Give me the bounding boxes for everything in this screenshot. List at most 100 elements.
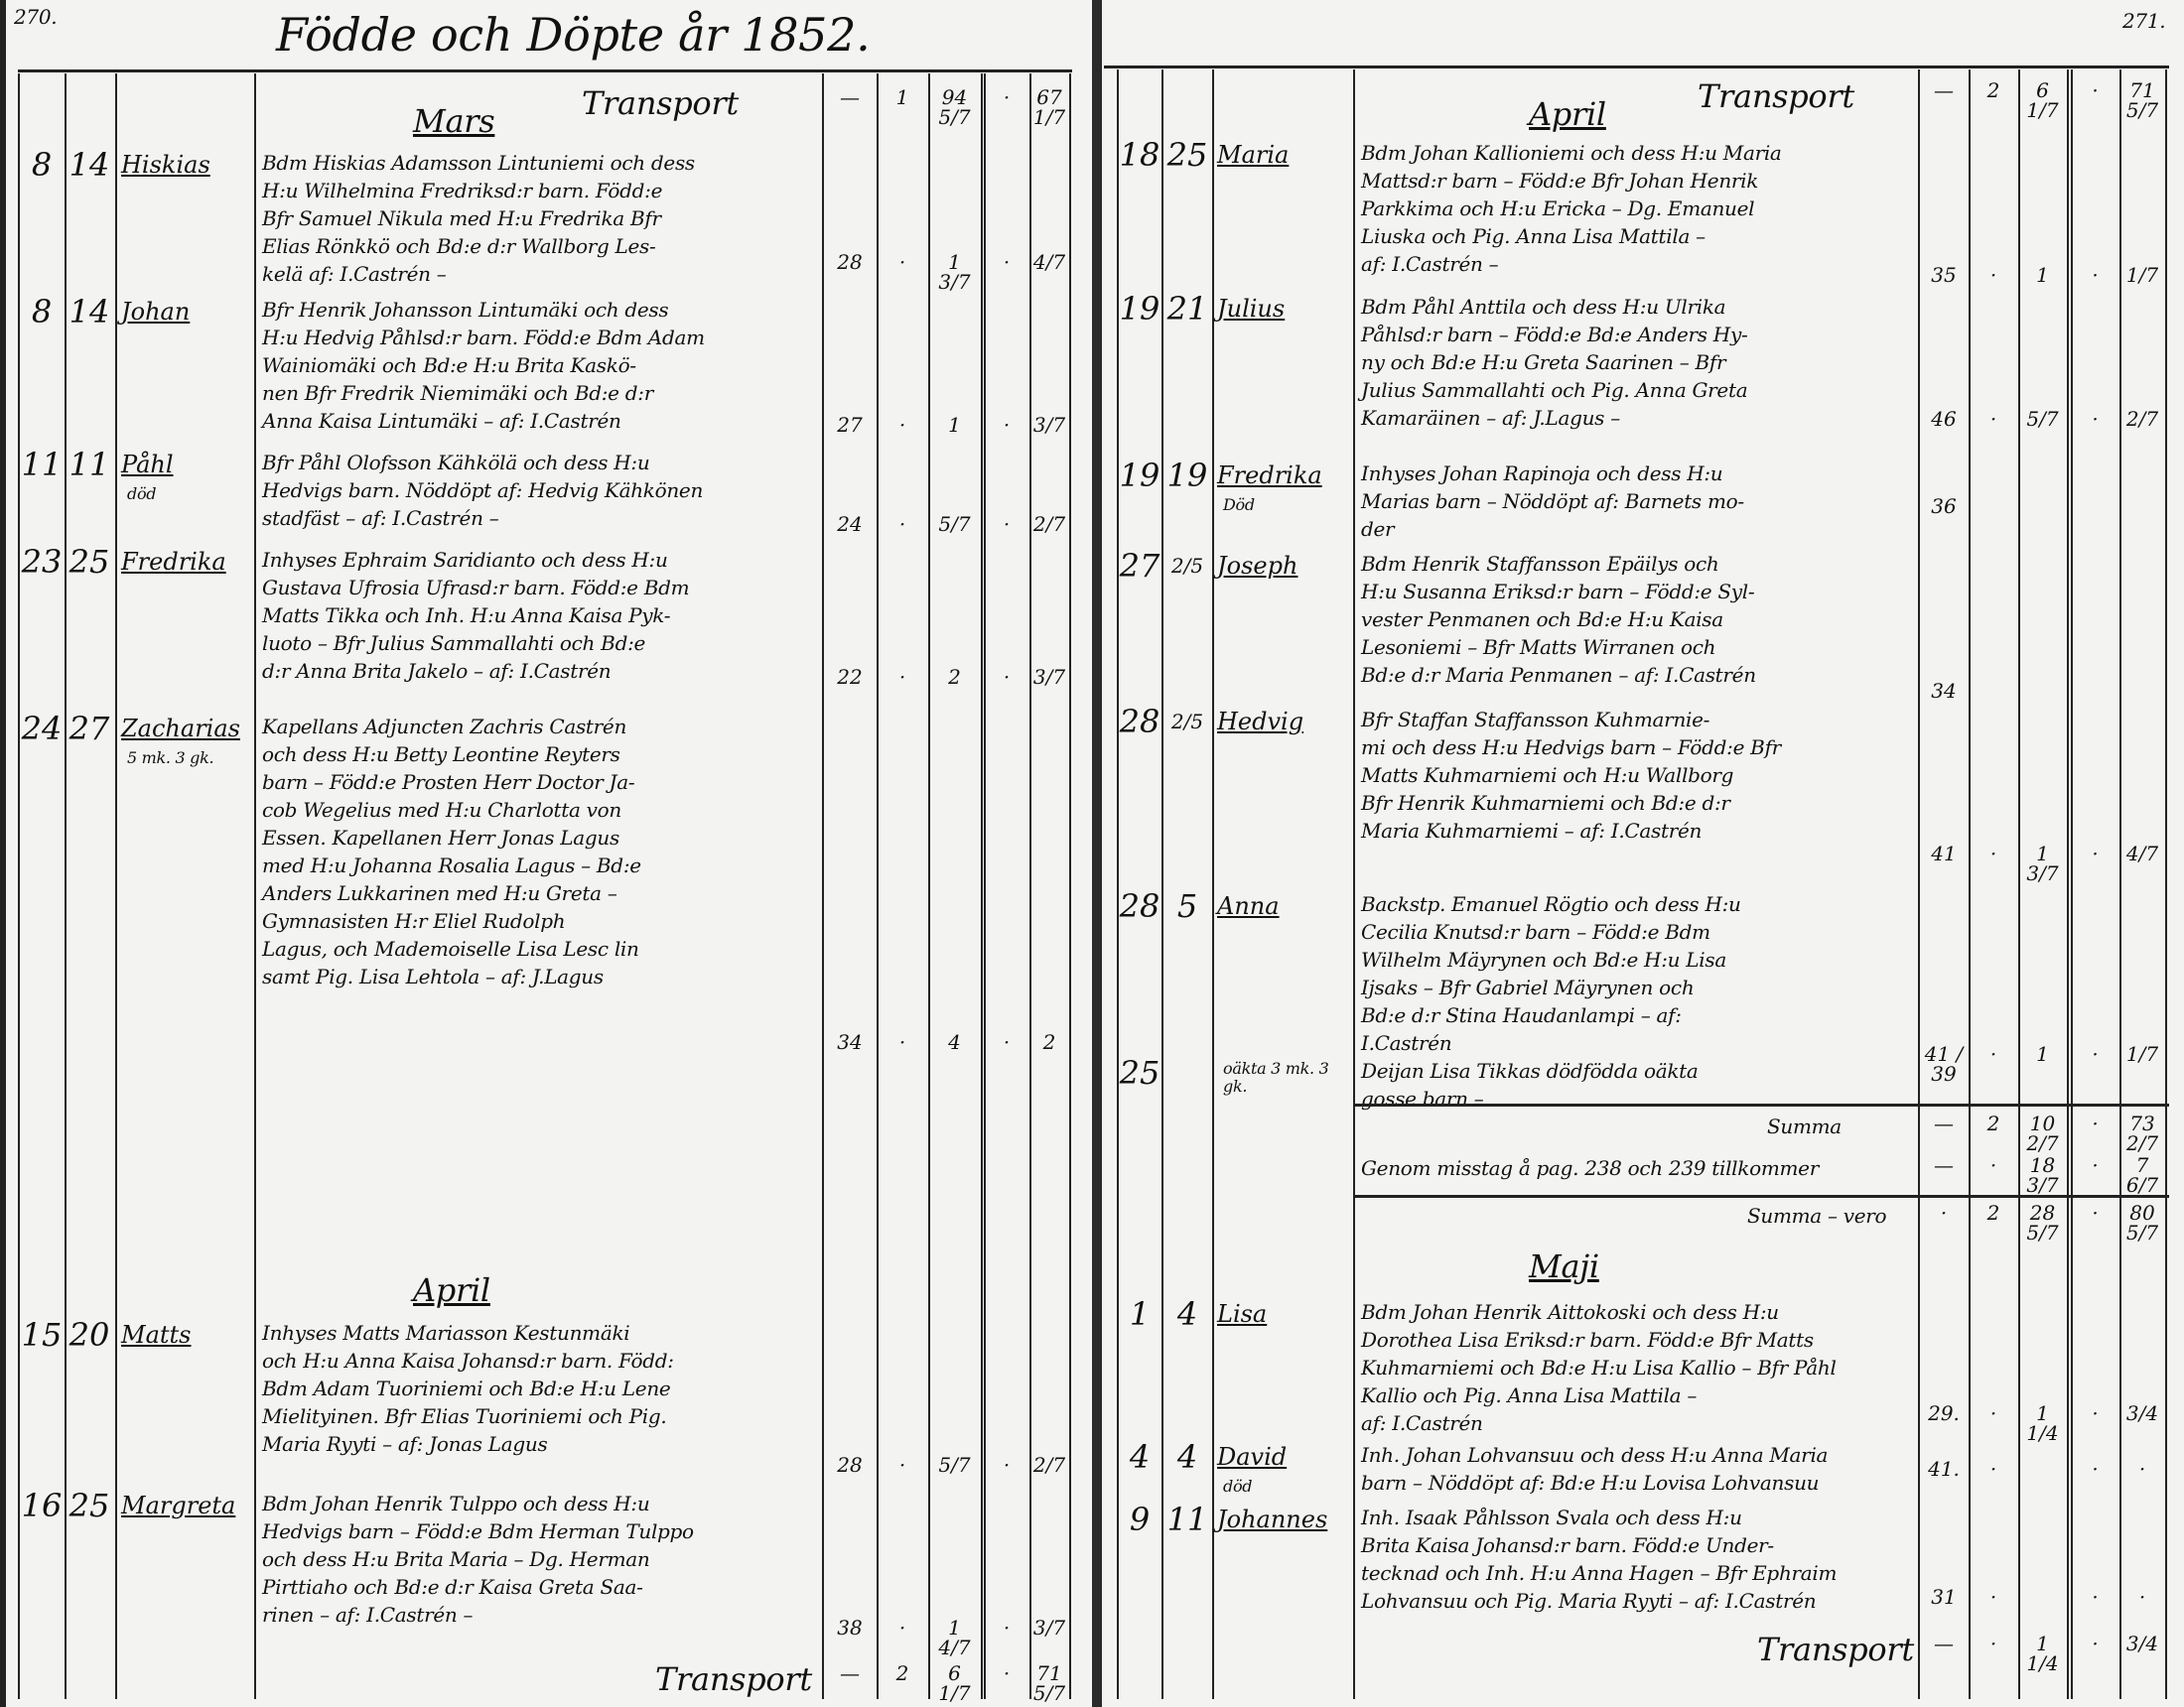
entry-number-col-4: · — [2092, 1401, 2099, 1425]
entry-text-line: Wilhelm Mäyrynen och Bd:e H:u Lisa — [1361, 948, 1726, 972]
entry-number-col-2: · — [1989, 1042, 1997, 1066]
entry-text-line: barn – Född:e Prosten Herr Doctor Ja- — [262, 770, 635, 794]
entry-number-col-4: · — [1003, 1616, 1011, 1640]
entry-baptism-day: 14 — [68, 146, 110, 184]
transport-footer-col-3: 1 1/4 — [2026, 1632, 2059, 1675]
entry-text-line: Brita Kaisa Johansd:r barn. Född:e Under… — [1361, 1533, 1774, 1557]
entry-number-col-5: 3/7 — [1032, 413, 1066, 437]
transport-col-1: — — [840, 85, 860, 109]
entry-number-col-4: · — [1003, 665, 1011, 689]
entry-number-col-2: · — [1989, 263, 1997, 287]
transport-col-4: · — [1003, 85, 1011, 109]
entry-text-line: barn – Nöddöpt af: Bd:e H:u Lovisa Lohva… — [1361, 1471, 1820, 1495]
entry-text-line: Bfr Staffan Staffansson Kuhmarnie- — [1361, 708, 1710, 731]
entry-number-col-5: 3/7 — [1032, 665, 1066, 689]
totals-col-2: · — [1989, 1153, 1997, 1177]
entry-child-name: Påhl — [121, 451, 174, 478]
entry-birth-day: 24 — [21, 710, 63, 747]
entry-number-col-2: · — [898, 1453, 906, 1477]
entry-number-col-2: · — [1989, 842, 1997, 865]
entry-text-line: Liuska och Pig. Anna Lisa Mattila – — [1361, 224, 1706, 248]
transport-footer-col-3: 6 1/7 — [938, 1661, 971, 1705]
entry-child-name: Matts — [121, 1321, 192, 1349]
entry-text-line: Maria Ryyti – af: Jonas Lagus — [262, 1432, 548, 1456]
totals-label: Summa — [1767, 1115, 1842, 1138]
entry-text-line: Essen. Kapellanen Herr Jonas Lagus — [262, 826, 619, 850]
entry-number-col-3: 1 — [948, 413, 961, 437]
entry-number-col-1: 29. — [1928, 1401, 1960, 1425]
entry-text-line: Elias Rönkkö och Bd:e d:r Wallborg Les- — [262, 234, 656, 258]
entry-margin-note: död — [127, 484, 157, 503]
entry-number-col-2: · — [1989, 1585, 1997, 1609]
entry-number-col-4: · — [1003, 250, 1011, 274]
column-rule — [254, 73, 256, 1699]
entry-number-col-2: · — [898, 512, 906, 536]
column-rule — [822, 73, 824, 1699]
month-heading: Mars — [413, 102, 495, 140]
right-page — [1100, 0, 2184, 1707]
entry-number-col-2: · — [898, 413, 906, 437]
transport-col-5: 71 5/7 — [2125, 78, 2159, 122]
transport-footer-col-5: 3/4 — [2125, 1632, 2159, 1655]
entry-text-line: ny och Bd:e H:u Greta Saarinen – Bfr — [1361, 350, 1726, 374]
entry-text-line: Dorothea Lisa Eriksd:r barn. Född:e Bfr … — [1361, 1328, 1814, 1352]
entry-text-line: Cecilia Knutsd:r barn – Född:e Bdm — [1361, 920, 1710, 944]
column-rule — [1212, 69, 1214, 1699]
entry-number-col-1: 46 — [1931, 407, 1957, 431]
entry-text-line: der — [1361, 517, 1395, 541]
entry-birth-day: 23 — [21, 543, 63, 581]
page-spine — [1092, 0, 1102, 1707]
entry-child-name: Lisa — [1217, 1300, 1268, 1328]
entry-number-col-4: · — [2092, 1457, 2099, 1481]
entry-number-col-1: 28 — [837, 1453, 863, 1477]
entry-text-line: Bdm Adam Tuoriniemi och Bd:e H:u Lene — [262, 1377, 671, 1400]
entry-number-col-2: · — [1989, 1401, 1997, 1425]
entry-child-name: Zacharias — [121, 715, 240, 742]
entry-number-col-3: 1 1/4 — [2026, 1401, 2059, 1445]
column-rule — [877, 73, 879, 1699]
entry-number-col-1: 27 — [837, 413, 863, 437]
entry-number-col-3: 5/7 — [938, 512, 971, 536]
entry-number-col-4: · — [1003, 1453, 1011, 1477]
totals-col-1: — — [1934, 1153, 1954, 1177]
entry-text-line: tecknad och Inh. H:u Anna Hagen – Bfr Ep… — [1361, 1561, 1838, 1585]
entry-birth-day: 15 — [21, 1316, 63, 1354]
transport-col-2: 1 — [895, 85, 909, 109]
entry-text-line: cob Wegelius med H:u Charlotta von — [262, 798, 621, 822]
entry-text-line: kelä af: I.Castrén – — [262, 262, 447, 286]
entry-text-line: Bfr Henrik Johansson Lintumäki och dess — [262, 298, 669, 322]
column-rule — [1117, 69, 1119, 1699]
totals-col-2: 2 — [1986, 1201, 2000, 1225]
entry-baptism-day: 25 — [68, 1487, 110, 1524]
entry-text-line: Kamaräinen – af: J.Lagus – — [1361, 406, 1620, 430]
entry-text-line: Bdm Henrik Staffansson Epäilys och — [1361, 552, 1719, 576]
entry-birth-day: 27 — [1119, 547, 1160, 585]
entry-text-line: H:u Hedvig Påhlsd:r barn. Född:e Bdm Ada… — [262, 326, 705, 349]
transport-label: Transport — [582, 84, 739, 122]
entry-child-name: Fredrika — [121, 548, 226, 576]
entry-text-line: Matts Tikka och Inh. H:u Anna Kaisa Pyk- — [262, 603, 671, 627]
entry-number-col-5: 4/7 — [2125, 842, 2159, 865]
entry-text-line: Kallio och Pig. Anna Lisa Mattila – — [1361, 1383, 1698, 1407]
totals-col-4: · — [2092, 1153, 2099, 1177]
transport-col-1: — — [1934, 78, 1954, 102]
page-number-left: 270. — [14, 5, 58, 29]
entry-baptism-day: 4 — [1176, 1438, 1198, 1476]
entry-number-col-1: 34 — [1931, 679, 1957, 703]
header-rule — [1353, 1195, 2169, 1198]
entry-text-line: vester Penmanen och Bd:e H:u Kaisa — [1361, 607, 1723, 631]
entry-number-col-4: · — [2092, 842, 2099, 865]
entry-text-line: Bdm Johan Henrik Tulppo och dess H:u — [262, 1492, 650, 1515]
transport-footer-col-1: — — [1934, 1632, 1954, 1655]
entry-text-line: Bd:e d:r Maria Penmanen – af: I.Castrén — [1361, 663, 1756, 687]
transport-col-3: 6 1/7 — [2026, 78, 2059, 122]
entry-text-line: Parkkima och H:u Ericka – Dg. Emanuel — [1361, 197, 1755, 220]
entry-baptism-day: 5 — [1176, 887, 1198, 925]
column-rule — [1353, 69, 1355, 1699]
entry-text-line: och dess H:u Brita Maria – Dg. Herman — [262, 1547, 650, 1571]
entry-text-line: H:u Wilhelmina Fredriksd:r barn. Född:e — [262, 179, 663, 202]
entry-number-col-3: 2 — [948, 665, 961, 689]
entry-number-col-5: 3/7 — [1032, 1616, 1066, 1640]
entry-number-col-2: · — [898, 1616, 906, 1640]
page-number-right: 271. — [2122, 9, 2166, 33]
